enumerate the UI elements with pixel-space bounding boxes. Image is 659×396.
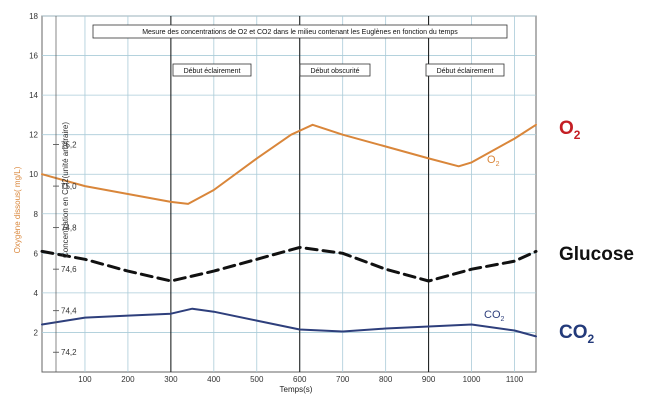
secondary-tick-labels: 74,2 74,4 74,6 74,8 75,0 75,2	[53, 16, 77, 372]
x-axis-title: Temps(s)	[280, 385, 313, 394]
svg-text:CO2: CO2	[484, 309, 505, 323]
o2-inline-sub: 2	[496, 161, 500, 168]
x-tick-label: 400	[207, 375, 221, 384]
y-tick-label: 12	[29, 131, 38, 140]
y-tick-label: 8	[34, 210, 39, 219]
secondary-tick-label: 75,0	[61, 182, 77, 191]
x-tick-label: 300	[164, 375, 178, 384]
side-label-o2-sub: 2	[573, 127, 581, 142]
o2-inline-label: O2	[487, 154, 500, 168]
side-label-co2-letters: CO	[559, 322, 588, 343]
secondary-tick-label: 74,8	[61, 224, 77, 233]
secondary-tick-label: 74,6	[61, 265, 77, 274]
annotation-2-label: Début obscurité	[310, 68, 359, 75]
x-tick-label: 100	[78, 375, 92, 384]
x-tick-label: 900	[422, 375, 436, 384]
side-label-glucose: Glucose	[559, 244, 634, 265]
x-tick-label: 700	[336, 375, 350, 384]
side-label-o2-letter: O	[559, 118, 574, 139]
side-label-co2: CO2	[559, 322, 594, 346]
series-line-o2	[41, 123, 537, 205]
svg-text:O2: O2	[487, 154, 500, 168]
chart-title-box	[92, 24, 508, 39]
x-tick-label: 200	[121, 375, 135, 384]
co2-inline-letters: CO	[484, 309, 501, 321]
y-tick-label: 16	[29, 52, 38, 61]
series-lines	[40, 123, 538, 338]
y-tick-label: 2	[34, 328, 39, 337]
x-tick-label: 800	[379, 375, 393, 384]
secondary-tick-label: 74,2	[61, 348, 77, 357]
o2-inline-letter: O	[487, 154, 496, 166]
secondary-tick-label: 75,2	[61, 141, 77, 150]
y-tick-label: 18	[29, 12, 38, 21]
series-line-glucose	[40, 245, 538, 283]
y-tick-label: 4	[34, 289, 39, 298]
side-label-o2: O2	[559, 118, 580, 142]
x-tick-label: 500	[250, 375, 264, 384]
y-axis-title: Oxygène dissous( mg/L)	[13, 166, 22, 253]
tick-labels: 100 200 300 400 500 600 700 800 900 1000 1100 2 4 6 8 1…	[29, 12, 524, 384]
y-tick-label: 10	[29, 170, 38, 179]
y-tick-label: 6	[34, 249, 39, 258]
series-line-co2	[41, 307, 537, 338]
x-tick-label: 1000	[463, 375, 481, 384]
chart-title: Mesure des concentrations de O2 et CO2 d…	[142, 29, 458, 36]
secondary-tick-label: 74,4	[61, 307, 77, 316]
x-tick-label: 600	[293, 375, 307, 384]
annotation-1-label: Début éclairement	[184, 68, 241, 75]
side-label-co2-sub: 2	[587, 331, 595, 346]
inner-y-axis-title: Concentration en CO2(unité arbitraire)	[61, 122, 70, 258]
annotation-3-label: Début éclairement	[437, 68, 494, 75]
x-tick-label: 1100	[506, 375, 524, 384]
co2-inline-sub: 2	[501, 316, 505, 323]
annotation-3: Début éclairement	[425, 63, 505, 77]
annotation-2: Début obscurité	[299, 63, 371, 77]
annotation-1: Début éclairement	[172, 63, 252, 77]
co2-inline-label: CO2	[484, 309, 505, 323]
y-tick-label: 14	[29, 91, 38, 100]
